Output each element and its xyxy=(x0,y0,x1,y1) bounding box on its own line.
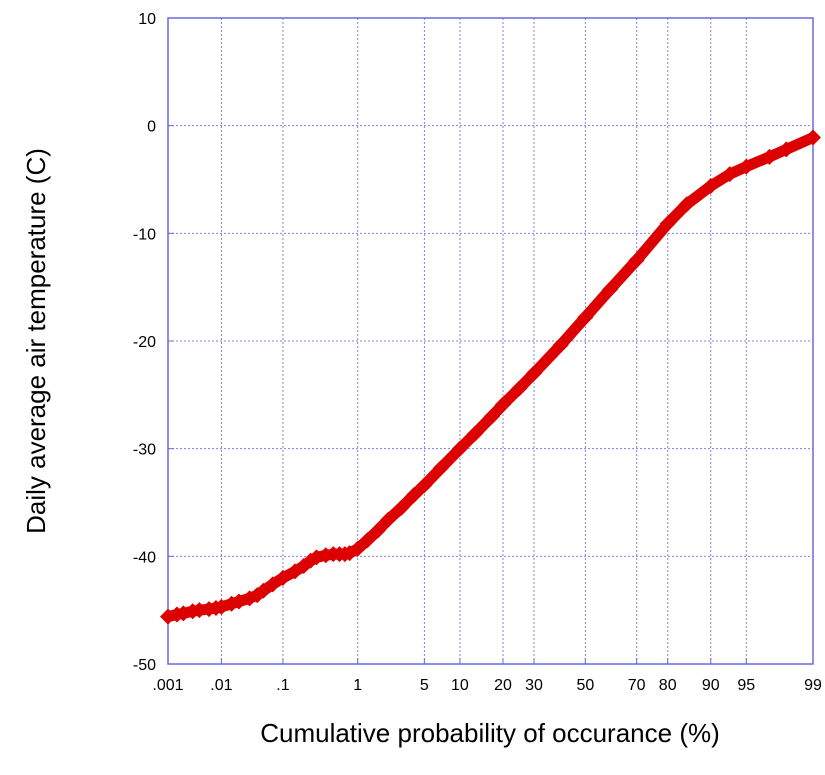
y-tick-label: 10 xyxy=(138,11,156,28)
data-point xyxy=(451,440,468,457)
data-point xyxy=(483,408,500,425)
data-point xyxy=(274,569,291,586)
data-point xyxy=(191,602,208,619)
data-point xyxy=(552,337,569,354)
x-tick-label: 99 xyxy=(804,677,822,694)
data-point xyxy=(738,158,755,175)
y-tick-label: -10 xyxy=(133,226,156,243)
data-point xyxy=(761,148,778,165)
data-point xyxy=(494,396,511,413)
y-tick-label: 0 xyxy=(147,119,156,136)
data-point xyxy=(359,532,376,549)
data-point xyxy=(628,252,645,269)
x-tick-label: .01 xyxy=(210,677,232,694)
x-tick-label: 1 xyxy=(353,677,362,694)
x-tick-label: 90 xyxy=(702,677,720,694)
series-line xyxy=(162,132,819,623)
y-axis-ticks: 10 0 -10 -20 -30 -40 -50 xyxy=(133,11,174,674)
data-point xyxy=(678,196,695,213)
data-point xyxy=(702,177,719,194)
data-point xyxy=(380,511,397,528)
data-point xyxy=(393,499,410,516)
x-tick-label: .1 xyxy=(276,677,289,694)
data-point xyxy=(467,425,484,442)
data-point xyxy=(432,460,449,477)
y-tick-label: -40 xyxy=(133,549,156,566)
data-point xyxy=(241,590,258,607)
data-point xyxy=(511,380,528,397)
x-tick-label: 50 xyxy=(576,677,594,694)
y-axis-title: Daily average air temperature (C) xyxy=(21,148,51,534)
x-axis-ticks: .001 .01 .1 1 5 10 20 30 50 70 80 90 95 99 xyxy=(152,658,822,694)
data-point xyxy=(526,365,543,382)
x-tick-label: 70 xyxy=(628,677,646,694)
y-tick-label: -50 xyxy=(133,657,156,674)
y-tick-label: -20 xyxy=(133,334,156,351)
data-point xyxy=(721,166,738,183)
data-point xyxy=(349,540,366,557)
x-tick-label: 30 xyxy=(525,677,543,694)
data-point xyxy=(778,141,795,158)
x-tick-label: 10 xyxy=(451,677,469,694)
y-tick-label: -30 xyxy=(133,442,156,459)
data-point xyxy=(659,215,676,232)
data-point xyxy=(369,522,386,539)
x-tick-label: 5 xyxy=(420,677,429,694)
data-point xyxy=(416,477,433,494)
x-tick-label: 80 xyxy=(659,677,677,694)
grid-lines xyxy=(168,18,813,664)
data-point xyxy=(805,129,821,146)
data-point xyxy=(602,281,619,298)
data-point xyxy=(406,486,423,503)
x-tick-label: 95 xyxy=(737,677,755,694)
x-tick-label: .001 xyxy=(152,677,183,694)
x-axis-title: Cumulative probability of occurance (%) xyxy=(260,718,720,748)
data-point xyxy=(577,309,594,326)
data-point xyxy=(264,576,281,593)
data-series xyxy=(160,129,821,625)
x-tick-label: 20 xyxy=(494,677,512,694)
